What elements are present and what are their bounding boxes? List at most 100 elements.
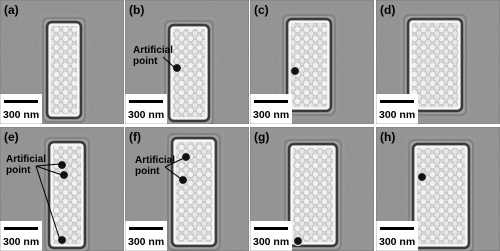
halo xyxy=(282,14,336,116)
interior xyxy=(293,148,333,242)
halo xyxy=(403,14,467,116)
halo xyxy=(42,17,86,123)
artificial-point xyxy=(292,235,304,247)
halo xyxy=(285,17,333,113)
scale-bar xyxy=(254,100,288,103)
panel: (a) 300 nm xyxy=(0,0,124,124)
halo xyxy=(161,17,217,124)
scale-bar xyxy=(129,100,163,103)
halo xyxy=(170,136,218,248)
scale-bar xyxy=(129,227,163,230)
artificial-point xyxy=(56,159,68,171)
halo xyxy=(167,23,211,123)
artificial-point xyxy=(58,169,70,181)
interior xyxy=(412,23,458,107)
halo xyxy=(406,17,464,113)
halo xyxy=(41,134,93,251)
interior xyxy=(173,29,205,117)
scale-bar-box xyxy=(0,94,42,124)
scale-bar-label: 300 nm xyxy=(253,236,289,248)
annotation-text: Artificial xyxy=(6,154,46,165)
scale-bar-box xyxy=(376,221,418,251)
annotation-pointer xyxy=(35,165,63,176)
panel-label: (c) xyxy=(254,3,269,17)
halo xyxy=(411,142,471,250)
panel-label: (f) xyxy=(129,130,141,144)
panel-label: (d) xyxy=(380,3,395,17)
scale-bar-box xyxy=(0,221,42,251)
panel: (c) 300 nm xyxy=(250,0,374,124)
artificial-point xyxy=(289,65,301,77)
annotation-pointer xyxy=(164,157,185,168)
panel-label: (e) xyxy=(4,130,19,144)
halo xyxy=(284,16,334,114)
interior xyxy=(291,23,327,107)
panel-label: (g) xyxy=(254,130,269,144)
artificial-point xyxy=(180,151,192,163)
halo xyxy=(281,136,345,251)
scale-bar-box xyxy=(125,221,167,251)
annotation-pointer xyxy=(35,165,61,241)
halo xyxy=(39,14,89,124)
scale-bar-box xyxy=(125,94,167,124)
annotation-pointer xyxy=(164,166,182,180)
panel: (g) 300 nm xyxy=(250,127,374,251)
scale-bar-label: 300 nm xyxy=(379,109,415,121)
halo xyxy=(166,22,212,124)
annotation-text: Artificial xyxy=(135,155,175,166)
halo xyxy=(284,139,342,251)
halo xyxy=(45,20,83,120)
halo xyxy=(167,133,221,251)
annotation-text: point xyxy=(135,166,160,177)
halo xyxy=(44,19,84,121)
halo xyxy=(164,20,214,124)
panel-label: (a) xyxy=(4,3,19,17)
panel: (d) 300 nm xyxy=(376,0,500,124)
annotation-text: point xyxy=(133,56,158,67)
interior xyxy=(53,146,81,244)
scale-bar-label: 300 nm xyxy=(379,236,415,248)
annotation-text: point xyxy=(6,165,31,176)
halo xyxy=(286,141,340,249)
interior xyxy=(176,142,212,242)
scale-bar xyxy=(4,227,38,230)
scale-bar-box xyxy=(250,221,292,251)
scale-bar-label: 300 nm xyxy=(3,236,39,248)
interior xyxy=(417,148,465,244)
panel-label: (h) xyxy=(380,130,395,144)
halo xyxy=(46,139,88,251)
annotation-pointer xyxy=(35,163,61,167)
annotation-text: Artificial xyxy=(133,45,173,56)
scale-bar xyxy=(254,227,288,230)
halo xyxy=(279,11,339,119)
halo xyxy=(164,130,224,251)
artificial-point xyxy=(177,174,189,186)
halo xyxy=(405,16,465,114)
scale-bar-box xyxy=(250,94,292,124)
panel-label: (b) xyxy=(129,3,144,17)
scale-bar xyxy=(380,227,414,230)
artificial-point xyxy=(416,171,428,183)
scale-bar-box xyxy=(376,94,418,124)
scale-bar-label: 300 nm xyxy=(128,236,164,248)
annotation-pointer xyxy=(162,56,176,69)
scale-bar xyxy=(4,100,38,103)
scale-bar-label: 300 nm xyxy=(253,109,289,121)
scale-bar xyxy=(380,100,414,103)
scale-bar-label: 300 nm xyxy=(3,109,39,121)
panel: (h) 300 nm xyxy=(376,127,500,251)
halo xyxy=(47,140,87,250)
artificial-point xyxy=(171,62,183,74)
interior xyxy=(51,26,77,114)
halo xyxy=(405,136,477,251)
halo xyxy=(169,135,219,249)
scale-bar-label: 300 nm xyxy=(128,109,164,121)
halo xyxy=(410,141,472,251)
halo xyxy=(400,11,470,119)
halo xyxy=(408,139,474,251)
halo xyxy=(287,142,339,248)
